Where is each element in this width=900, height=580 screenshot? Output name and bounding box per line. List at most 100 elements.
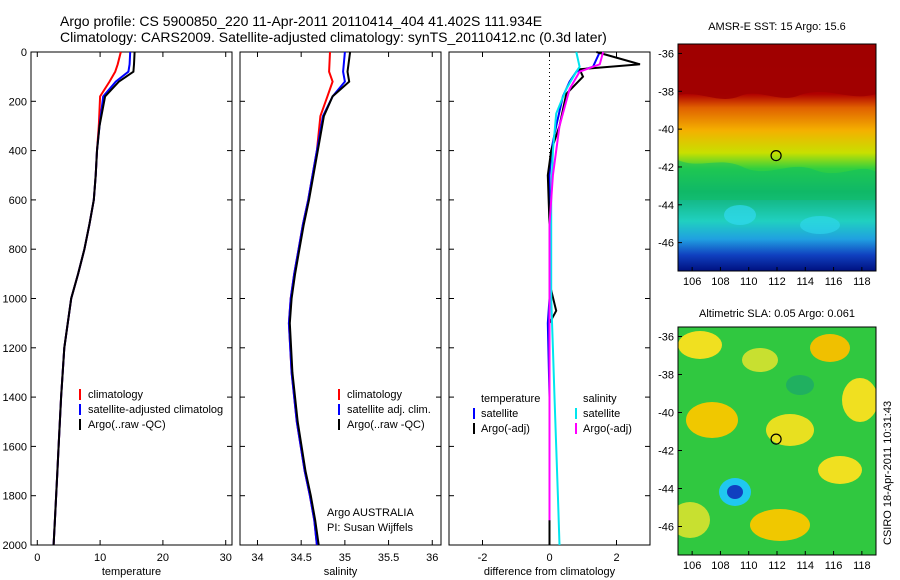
sla-low-core xyxy=(727,485,743,499)
series-line xyxy=(548,51,605,521)
sla-map-title: Altimetric SLA: 0.05 Argo: 0.061 xyxy=(699,308,855,320)
x-tick-label: 20 xyxy=(157,552,169,564)
x-axis-label: difference from climatology xyxy=(484,566,616,578)
sla-patch xyxy=(686,402,738,438)
salinity-panel: 34 34.5 35 35.5 36 salinity climatology satelli… xyxy=(239,51,442,578)
sla-patch xyxy=(842,378,876,422)
legend-label: satellite adj. clim. xyxy=(347,404,431,416)
sla-patch xyxy=(766,414,814,446)
series-line xyxy=(52,51,132,546)
series-line xyxy=(550,51,581,546)
y-tick-label: -38 xyxy=(658,86,674,98)
argo-location-marker xyxy=(770,150,782,162)
legend-label: satellite-adjusted climatolog xyxy=(88,404,223,416)
x-tick-label: 34 xyxy=(251,552,263,564)
sla-map-axes: 106 108 110 112 114 116 118 -36 -38 -40 -42 -44 -46 xyxy=(658,332,871,573)
x-axis-label: salinity xyxy=(324,566,358,578)
y-tick-label: 1600 xyxy=(3,441,27,453)
y-tick-label: 200 xyxy=(9,96,27,108)
sla-patch xyxy=(750,509,810,541)
argo-location-marker xyxy=(770,433,782,445)
x-tick-label: 112 xyxy=(768,560,786,572)
x-tick-label: 30 xyxy=(220,552,232,564)
x-tick-label: 10 xyxy=(94,552,106,564)
y-tick-label: 0 xyxy=(21,47,27,59)
sst-green-band xyxy=(678,160,876,200)
x-tick-label: 118 xyxy=(853,560,871,572)
x-tick-label: 116 xyxy=(825,276,843,288)
x-tick-label: -2 xyxy=(478,552,488,564)
difference-panel: -2 0 2 difference from climatology temperatu… xyxy=(448,51,651,578)
x-tick-label: 116 xyxy=(825,560,843,572)
y-tick-label: 1200 xyxy=(3,343,27,355)
sla-patch xyxy=(818,456,862,484)
y-tick-label: -42 xyxy=(658,446,674,458)
x-tick-label: 108 xyxy=(711,276,729,288)
x-tick-label: 2 xyxy=(613,552,619,564)
sst-eddy-patch xyxy=(800,216,840,234)
plot-frame xyxy=(30,51,233,546)
sst-map-axes: 106 108 110 112 114 116 118 -36 -38 -40 -42 -44 -46 xyxy=(658,48,871,288)
sla-patch xyxy=(742,348,778,372)
y-tick-label: 600 xyxy=(9,195,27,207)
series-line xyxy=(52,51,136,546)
figure-title-line2: Climatology: CARS2009. Satellite-adjuste… xyxy=(60,29,607,45)
figure-title-line1: Argo profile: CS 5900850_220 11-Apr-2011… xyxy=(60,13,542,29)
sla-map-panel: Altimetric SLA: 0.05 Argo: 0.061 106 108 1… xyxy=(658,308,877,573)
series-line xyxy=(288,51,352,546)
y-tick-label: 1400 xyxy=(3,392,27,404)
sst-eddy-patch xyxy=(724,205,756,225)
legend-title: temperature xyxy=(481,393,540,405)
x-tick-label: 0 xyxy=(34,552,40,564)
y-tick-label: 400 xyxy=(9,146,27,158)
x-tick-label: 34.5 xyxy=(290,552,311,564)
legend-title: salinity xyxy=(583,393,617,405)
y-tick-label: -44 xyxy=(658,200,674,212)
x-tick-label: 36 xyxy=(426,552,438,564)
sst-map-panel: AMSR-E SST: 15 Argo: 15.6 106 108 110 112 11… xyxy=(658,21,877,288)
x-tick-label: 108 xyxy=(711,560,729,572)
x-axis-label: temperature xyxy=(102,566,161,578)
sla-patch xyxy=(678,502,710,538)
sst-warm-band xyxy=(678,44,876,99)
y-tick-label: -46 xyxy=(658,238,674,250)
y-tick-label: -36 xyxy=(658,48,674,60)
y-tick-label: -46 xyxy=(658,522,674,534)
y-tick-label: 800 xyxy=(9,244,27,256)
series-line xyxy=(546,51,641,545)
legend-label: Argo(..raw -QC) xyxy=(347,419,425,431)
plot-frame xyxy=(239,51,442,546)
series-line xyxy=(287,51,334,546)
y-tick-label: 2000 xyxy=(3,540,27,552)
annotation-text: PI: Susan Wijffels xyxy=(327,522,413,534)
legend-label: Argo(..raw -QC) xyxy=(88,419,166,431)
y-tick-label: 1800 xyxy=(3,491,27,503)
x-tick-label: 112 xyxy=(768,276,786,288)
legend-label: satellite xyxy=(481,408,518,420)
y-tick-label: 1000 xyxy=(3,294,27,306)
annotation-text: Argo AUSTRALIA xyxy=(327,507,414,519)
x-tick-label: 110 xyxy=(740,276,758,288)
x-tick-label: 35 xyxy=(339,552,351,564)
x-tick-label: 35.5 xyxy=(378,552,399,564)
y-tick-label: -44 xyxy=(658,484,674,496)
legend-label: Argo(-adj) xyxy=(583,423,632,435)
legend-label: satellite xyxy=(583,408,620,420)
x-tick-label: 118 xyxy=(853,276,871,288)
sla-patch xyxy=(810,334,850,362)
y-tick-label: -40 xyxy=(658,124,674,136)
x-tick-label: 0 xyxy=(546,552,552,564)
x-tick-label: 114 xyxy=(797,560,815,572)
sst-map-title: AMSR-E SST: 15 Argo: 15.6 xyxy=(708,21,846,33)
y-tick-label: -38 xyxy=(658,370,674,382)
csiro-timestamp: CSIRO 18-Apr-2011 10:31:43 xyxy=(882,401,894,545)
legend-label: climatology xyxy=(88,389,144,401)
sla-patch xyxy=(678,331,722,359)
x-tick-label: 114 xyxy=(797,276,815,288)
legend-label: climatology xyxy=(347,389,403,401)
y-tick-label: -42 xyxy=(658,162,674,174)
x-tick-label: 106 xyxy=(683,560,701,572)
y-tick-label: -40 xyxy=(658,408,674,420)
